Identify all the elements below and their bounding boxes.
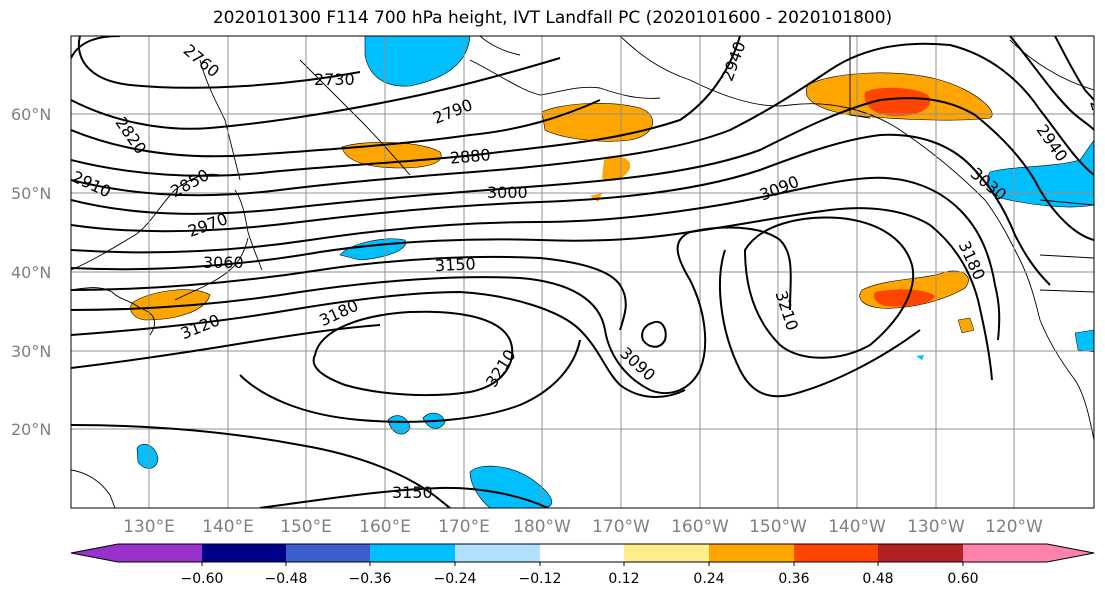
ivt-negative-region bbox=[916, 355, 924, 360]
ivt-positive-region bbox=[590, 193, 602, 202]
map-frame bbox=[70, 35, 1095, 509]
colorbar-segment bbox=[286, 544, 371, 562]
lon-label: 130°E bbox=[123, 517, 175, 537]
lat-label: 50°N bbox=[11, 184, 51, 203]
colorbar-segment bbox=[540, 544, 625, 562]
colorbar-tick-label: −0.12 bbox=[519, 571, 562, 587]
contour-label: 3150 bbox=[435, 254, 477, 275]
lat-label: 30°N bbox=[11, 342, 51, 361]
lon-label: 130°W bbox=[907, 517, 965, 537]
colorbar-segment bbox=[202, 544, 287, 562]
contour-label: 3060 bbox=[203, 253, 244, 272]
coastlines bbox=[71, 36, 1094, 508]
ivt-negative-region bbox=[1074, 329, 1094, 353]
contour-label: 2730 bbox=[314, 70, 355, 89]
colorbar-tick-label: 0.48 bbox=[862, 571, 893, 587]
colorbar-tick-label: −0.24 bbox=[434, 571, 477, 587]
colorbar-outline bbox=[70, 543, 1095, 563]
ivt-negative-region bbox=[364, 36, 471, 87]
ivt-negative-region bbox=[469, 465, 552, 508]
ivt-positive-region bbox=[602, 156, 631, 181]
colorbar-tick-label: 0.24 bbox=[693, 571, 724, 587]
lon-label: 160°W bbox=[671, 517, 729, 537]
lon-label: 140°E bbox=[202, 517, 254, 537]
colorbar-tick-label: 0.60 bbox=[947, 571, 978, 587]
lon-label: 120°W bbox=[985, 517, 1043, 537]
colorbar-segment bbox=[370, 544, 456, 562]
colorbar: −0.60 −0.48 −0.36 −0.24 −0.12 0.12 0.24 … bbox=[70, 543, 1095, 587]
lat-label: 40°N bbox=[11, 263, 51, 282]
colorbar-extend-high bbox=[1047, 544, 1094, 562]
ivt-negative-region bbox=[136, 443, 159, 469]
longitude-labels: 130°E 140°E 150°E 160°E 170°E 180°W 170°… bbox=[123, 517, 1043, 537]
ivt-positive-region bbox=[957, 317, 975, 334]
colorbar-segment bbox=[624, 544, 710, 562]
map-title: 2020101300 F114 700 hPa height, IVT Land… bbox=[212, 8, 893, 28]
colorbar-segment bbox=[794, 544, 879, 562]
colorbar-segment bbox=[709, 544, 795, 562]
ivt-positive-region bbox=[873, 289, 935, 307]
colorbar-tick-label: −0.36 bbox=[349, 571, 392, 587]
colorbar-segment bbox=[455, 544, 541, 562]
colorbar-tick-label: −0.48 bbox=[265, 571, 308, 587]
latitude-labels: 60°N 50°N 40°N 30°N 20°N bbox=[11, 105, 51, 439]
colorbar-tick-label: 0.36 bbox=[778, 571, 809, 587]
ivt-positive-region bbox=[130, 289, 211, 321]
contour-label: 2880 bbox=[449, 145, 491, 167]
ivt-positive-region bbox=[864, 87, 931, 117]
lon-label: 140°W bbox=[828, 517, 886, 537]
contour-label: 3000 bbox=[487, 183, 528, 202]
lat-label: 20°N bbox=[11, 420, 51, 439]
map-panel: 2730 2760 2790 2820 2850 2880 2910 2940 … bbox=[71, 36, 1094, 508]
colorbar-segment bbox=[878, 544, 964, 562]
colorbar-tick-label: −0.60 bbox=[181, 571, 224, 587]
colorbar-segment bbox=[118, 544, 203, 562]
colorbar-tick-label: 0.12 bbox=[608, 571, 639, 587]
lon-label: 150°W bbox=[749, 517, 807, 537]
ivt-shading bbox=[130, 36, 1094, 508]
height-contours bbox=[71, 36, 1094, 508]
lat-label: 60°N bbox=[11, 105, 51, 124]
lon-label: 160°E bbox=[359, 517, 411, 537]
lon-label: 170°W bbox=[592, 517, 650, 537]
colorbar-extend-low bbox=[71, 544, 118, 562]
lon-label: 180°W bbox=[513, 517, 571, 537]
lon-label: 170°E bbox=[438, 517, 490, 537]
colorbar-segment bbox=[963, 544, 1048, 562]
contour-label: 3150 bbox=[392, 483, 433, 502]
lon-label: 150°E bbox=[280, 517, 332, 537]
